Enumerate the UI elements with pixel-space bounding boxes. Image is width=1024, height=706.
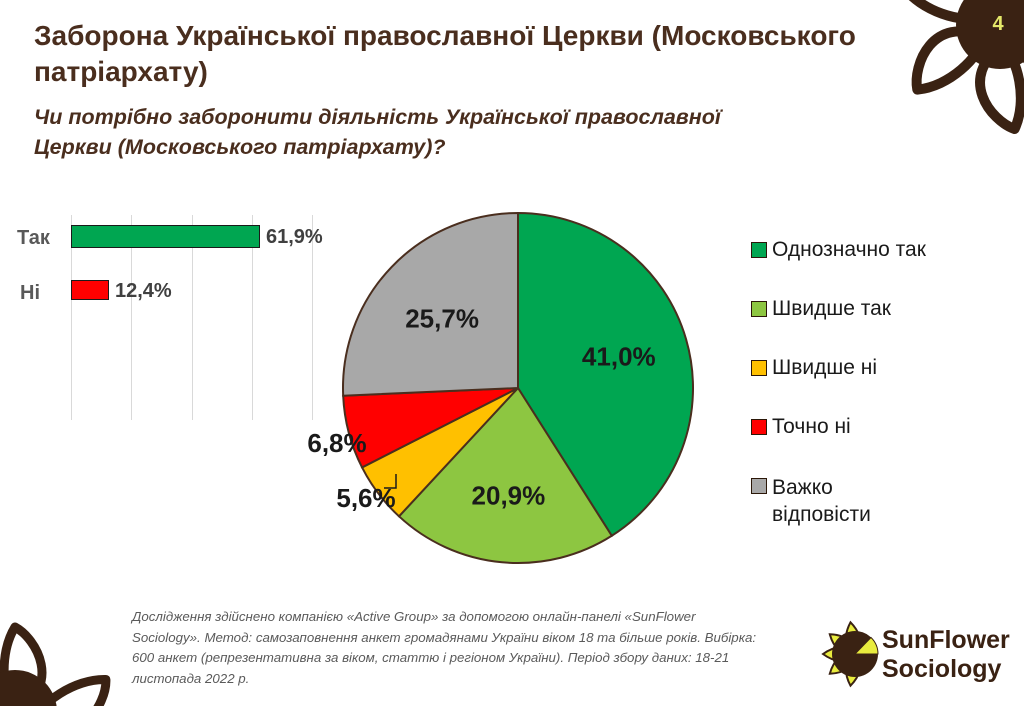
svg-text:SunFlower: SunFlower (882, 626, 1010, 654)
svg-text:Sociology: Sociology (882, 655, 1002, 683)
